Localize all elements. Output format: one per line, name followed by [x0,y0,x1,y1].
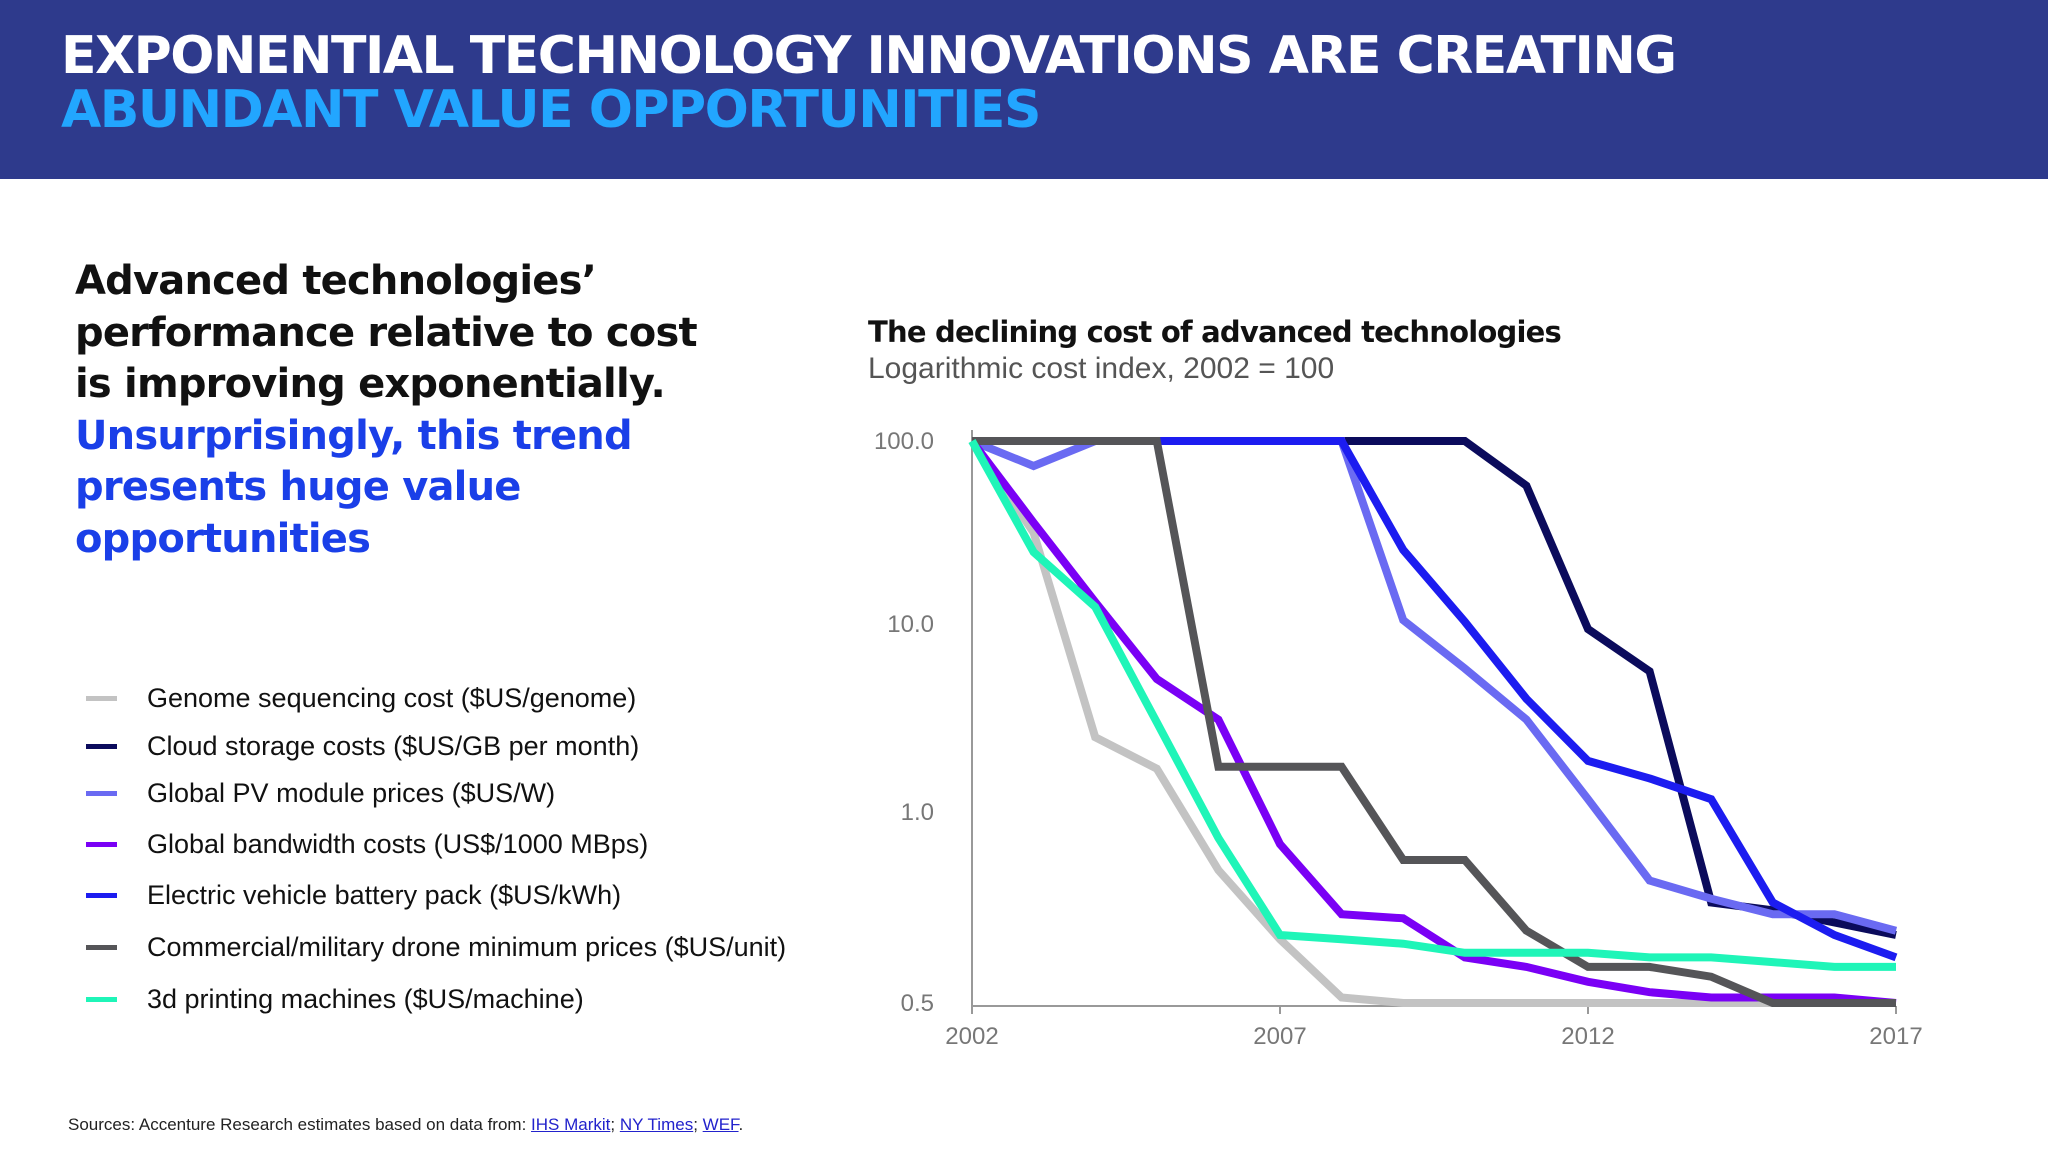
header-banner: EXPONENTIAL TECHNOLOGY INNOVATIONS ARE C… [0,0,2048,179]
x-tick-label: 2012 [1561,1023,1614,1050]
lead-statement-blue: Unsurprisingly, this trend presents huge… [75,412,633,562]
legend-item: Global bandwidth costs (US$/1000 MBps) [86,824,648,864]
page-title-line-1: EXPONENTIAL TECHNOLOGY INNOVATIONS ARE C… [61,26,1677,86]
legend-label: Genome sequencing cost ($US/genome) [147,682,637,713]
series-line-3 [968,438,1897,1007]
chart-title: The declining cost of advanced technolog… [868,315,1562,349]
legend-swatch [86,841,117,847]
legend-item: Electric vehicle battery pack ($US/kWh) [86,875,621,915]
legend-swatch [86,790,117,796]
legend-item: Cloud storage costs ($US/GB per month) [86,726,639,766]
legend-swatch [86,892,117,898]
sources-prefix: Sources: Accenture Research estimates ba… [68,1115,532,1134]
source-link-ihs-markit[interactable]: IHS Markit [531,1115,611,1134]
legend-label: Commercial/military drone minimum prices… [147,931,787,962]
y-tick-label: 1.0 [901,799,934,826]
series-line-0 [968,438,1896,1007]
legend-item: 3d printing machines ($US/machine) [86,979,584,1019]
x-tick-label: 2002 [945,1023,998,1050]
legend-item: Global PV module prices ($US/W) [86,773,555,813]
legend-label: Cloud storage costs ($US/GB per month) [147,730,640,761]
lead-statement: Advanced technologies’ performance relat… [75,256,715,565]
legend-item: Genome sequencing cost ($US/genome) [86,678,636,718]
y-tick-label: 100.0 [874,428,934,455]
x-tick-label: 2007 [1253,1023,1306,1050]
legend-label: Global bandwidth costs (US$/1000 MBps) [147,828,649,859]
legend-swatch [86,743,117,749]
y-tick-label: 10.0 [887,611,934,638]
x-tick-label: 2017 [1869,1023,1922,1050]
y-tick-label: 0.5 [901,990,934,1017]
legend-swatch [86,996,117,1002]
source-link-ny-times[interactable]: NY Times [619,1115,694,1134]
legend-label: Global PV module prices ($US/W) [147,777,556,808]
legend-label: Electric vehicle battery pack ($US/kWh) [147,879,622,910]
chart-subtitle: Logarithmic cost index, 2002 = 100 [868,352,1335,385]
source-link-wef[interactable]: WEF [702,1115,739,1134]
legend-label: 3d printing machines ($US/machine) [147,983,584,1014]
series-line-6 [968,439,1896,971]
series-line-4 [972,437,1898,962]
legend-item: Commercial/military drone minimum prices… [86,927,786,967]
series-line-5 [972,437,1896,1007]
legend-swatch [86,944,117,950]
sources-note: Sources: Accenture Research estimates ba… [68,1115,744,1134]
legend-swatch [86,695,117,701]
lead-statement-dark: Advanced technologies’ performance relat… [75,258,698,407]
page-title-line-2: ABUNDANT VALUE OPPORTUNITIES [61,80,1041,140]
